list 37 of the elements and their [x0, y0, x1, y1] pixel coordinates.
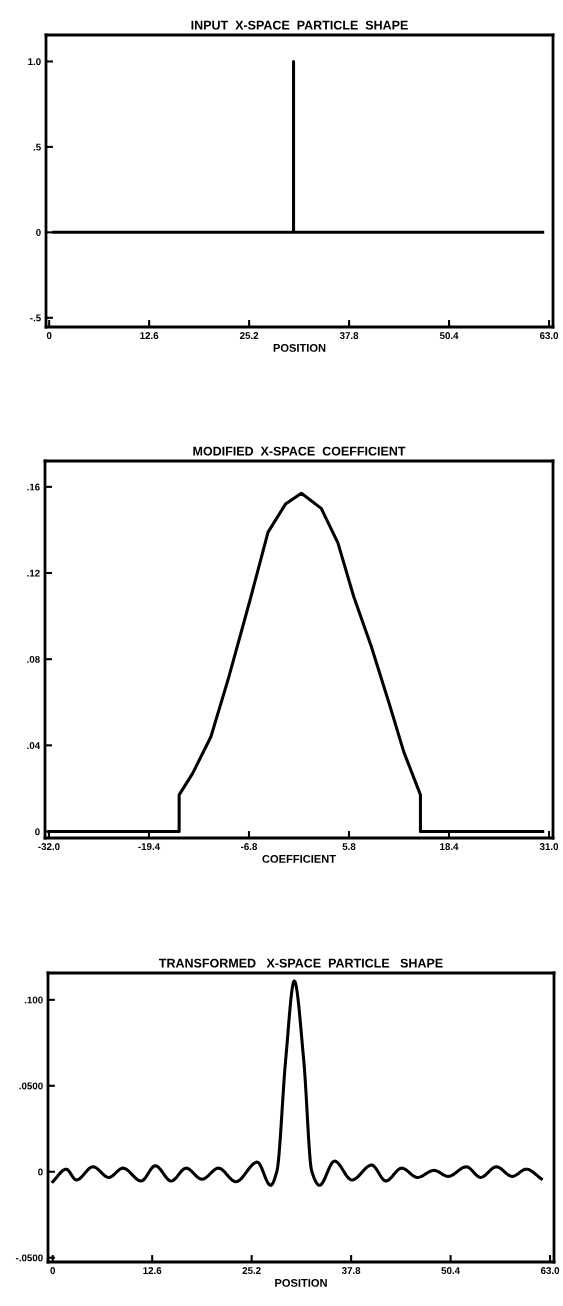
x-tick-label: -32.0 — [38, 843, 60, 851]
chart-title: MODIFIED X-SPACE COEFFICIENT — [193, 446, 406, 456]
x-tick-label: 0 — [50, 1267, 56, 1274]
x-tick-label: 31.0 — [539, 843, 559, 851]
x-tick-label: 12.6 — [143, 1267, 162, 1274]
y-tick-label: 0 — [38, 1168, 43, 1176]
x-tick-label: 63.0 — [540, 1267, 560, 1275]
chart-title: TRANSFORMED X-SPACE PARTICLE SHAPE — [159, 958, 443, 968]
x-tick-label: 37.8 — [339, 332, 359, 340]
x-tick-label: 37.8 — [341, 1267, 361, 1275]
y-tick-label: .16 — [27, 483, 40, 491]
y-tick-label: 1.0 — [28, 58, 41, 66]
y-tick-label: -.5 — [30, 314, 41, 322]
y-tick-label: .12 — [27, 569, 40, 577]
chart-title: INPUT X-SPACE PARTICLE SHAPE — [191, 20, 408, 30]
x-axis-title: POSITION — [273, 344, 326, 352]
x-tick-label: 25.2 — [242, 1267, 261, 1274]
x-axis-title: POSITION — [275, 1279, 327, 1287]
x-tick-label: 5.8 — [342, 843, 356, 850]
x-tick-label: 50.4 — [439, 332, 459, 339]
x-tick-label: 25.2 — [239, 332, 259, 339]
y-tick-label: .08 — [27, 655, 40, 663]
y-tick-label: .100 — [24, 996, 43, 1004]
x-tick-label: -6.8 — [241, 843, 258, 850]
x-tick-label: 12.6 — [140, 332, 159, 339]
x-tick-label: 50.4 — [441, 1267, 460, 1274]
y-tick-label: 0 — [35, 828, 40, 836]
y-tick-label: .04 — [27, 742, 41, 749]
y-tick-label: 0 — [36, 229, 41, 236]
y-tick-label: .5 — [33, 143, 41, 151]
x-tick-label: 63.0 — [539, 332, 559, 340]
y-tick-label: .0500 — [19, 1082, 43, 1090]
x-axis-title: COEFFICIENT — [262, 855, 336, 863]
x-tick-label: -19.4 — [138, 843, 161, 850]
y-tick-label: -.0500 — [15, 1254, 43, 1262]
x-tick-label: 0 — [46, 332, 52, 339]
x-tick-label: 18.4 — [440, 843, 459, 850]
